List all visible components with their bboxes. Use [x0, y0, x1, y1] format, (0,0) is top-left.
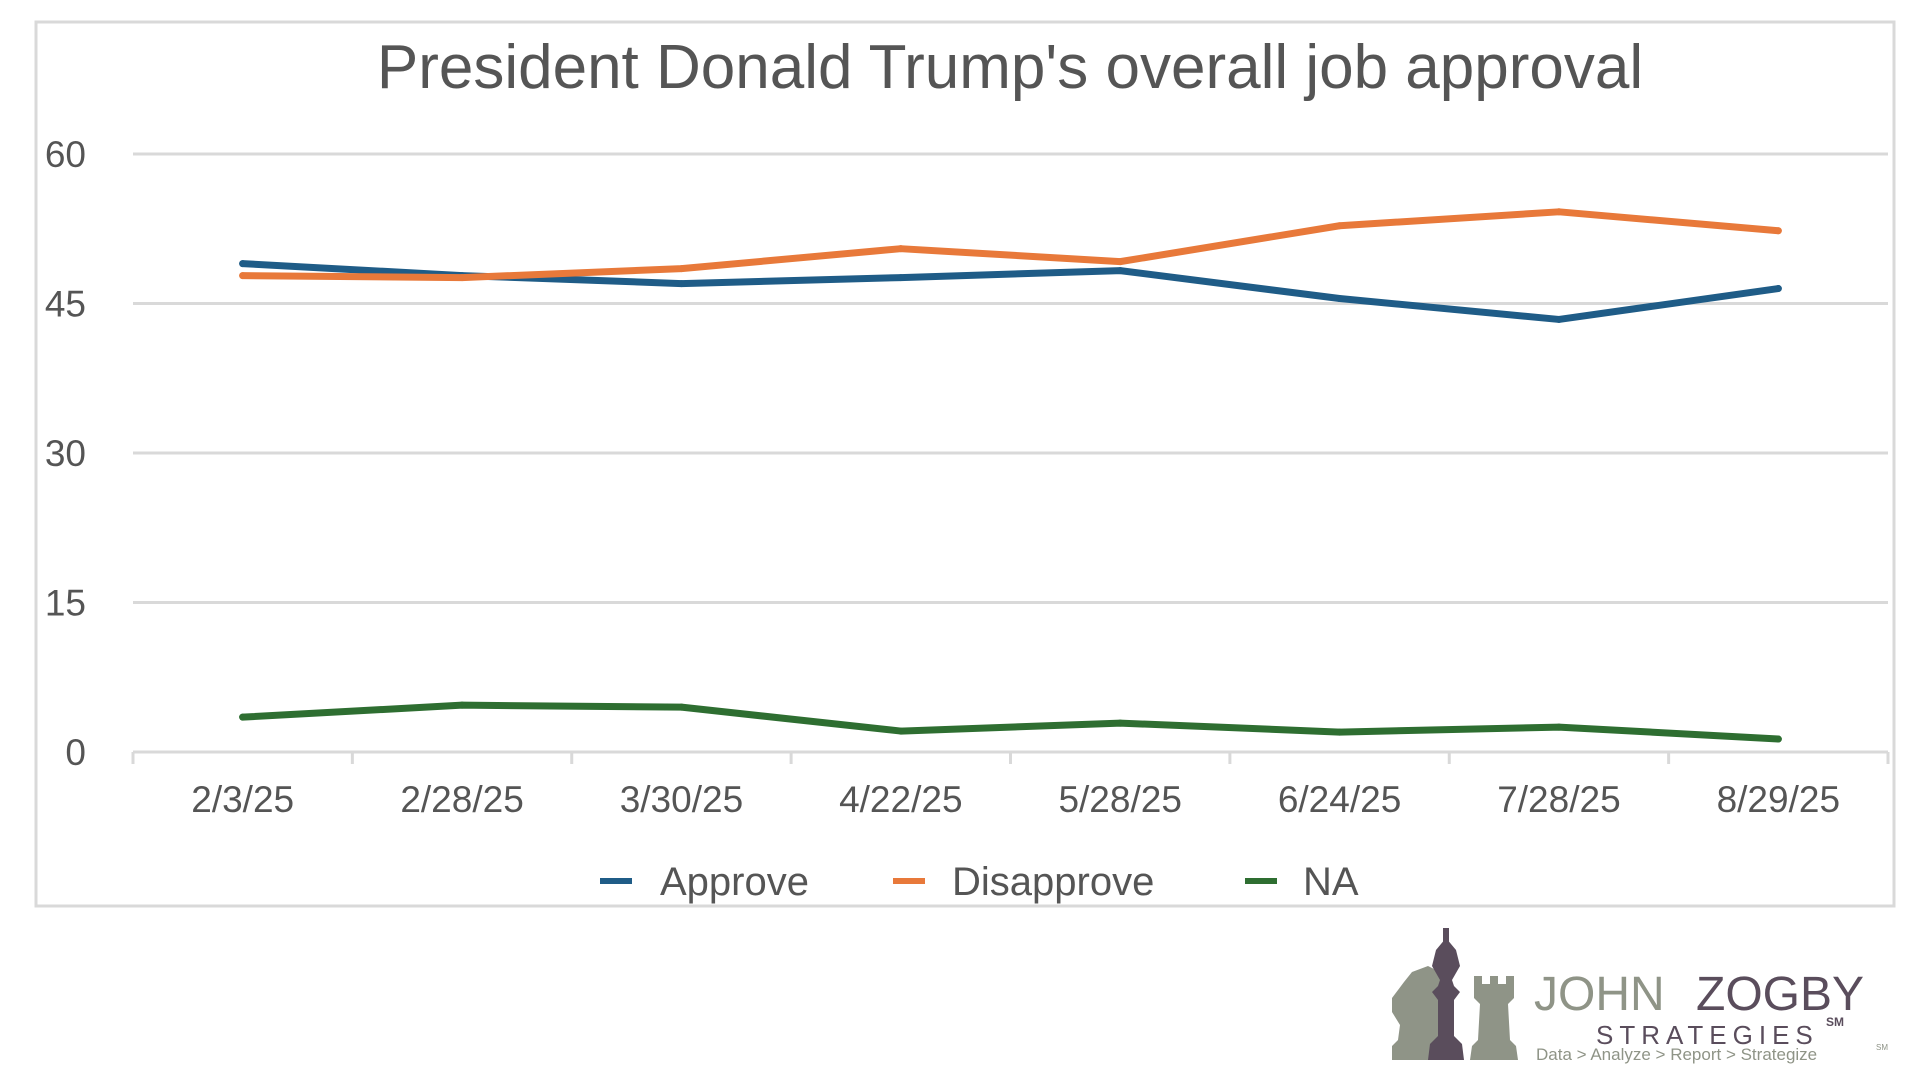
- logo-name-zogby: ZOGBY: [1696, 968, 1864, 1021]
- x-tick-label: 4/22/25: [839, 779, 962, 820]
- logo-tagline: Data > Analyze > Report > Strategize: [1536, 1045, 1817, 1064]
- data-point-disapprove: [239, 272, 247, 280]
- data-point-na: [1336, 728, 1344, 736]
- x-tick-label: 2/3/25: [191, 779, 294, 820]
- legend-label-na: NA: [1303, 860, 1359, 904]
- data-point-na: [239, 713, 247, 721]
- chart-title: President Donald Trump's overall job app…: [377, 33, 1643, 102]
- y-tick-label: 45: [45, 284, 86, 325]
- y-tick-label: 30: [45, 433, 86, 474]
- y-tick-label: 60: [45, 134, 86, 175]
- data-point-na: [1116, 719, 1124, 727]
- legend: Approve Disapprove NA: [600, 860, 1359, 904]
- series-line-disapprove: [239, 208, 1782, 282]
- data-point-na: [1555, 723, 1563, 731]
- y-axis-ticks: 0 15 30 45 60: [45, 134, 86, 773]
- y-tick-label: 0: [65, 732, 86, 773]
- x-tick-label: 5/28/25: [1058, 779, 1181, 820]
- data-point-approve: [1336, 295, 1344, 303]
- gridlines: [133, 152, 1888, 604]
- data-point-disapprove: [1555, 208, 1563, 216]
- x-tick-label: 7/28/25: [1497, 779, 1620, 820]
- x-tick-label: 2/28/25: [400, 779, 523, 820]
- data-point-disapprove: [458, 274, 466, 282]
- data-point-approve: [1774, 285, 1782, 293]
- logo-tagline-sm-mark: SM: [1876, 1043, 1888, 1052]
- x-axis: [131, 750, 1890, 764]
- data-point-disapprove: [1774, 227, 1782, 235]
- john-zogby-strategies-logo: JOHN ZOGBY STRATEGIES SM Data > Analyze …: [1392, 928, 1888, 1064]
- data-point-approve: [677, 280, 685, 288]
- logo-sm-mark: SM: [1826, 1015, 1844, 1029]
- y-tick-label: 15: [45, 583, 86, 624]
- x-axis-ticks: 2/3/25 2/28/25 3/30/25 4/22/25 5/28/25 6/24/2…: [191, 779, 1840, 820]
- logo-company: STRATEGIES: [1596, 1020, 1819, 1050]
- x-tick-label: 6/24/25: [1278, 779, 1401, 820]
- data-point-approve: [897, 274, 905, 282]
- bishop-cross: [1443, 928, 1449, 942]
- data-point-disapprove: [1116, 258, 1124, 266]
- logo-name-john: JOHN: [1534, 968, 1665, 1021]
- chess-pieces-icon: [1392, 928, 1518, 1060]
- data-point-approve: [1555, 315, 1563, 323]
- data-point-disapprove: [1336, 222, 1344, 230]
- data-point-approve: [239, 260, 247, 268]
- data-point-disapprove: [897, 245, 905, 253]
- data-point-na: [897, 727, 905, 735]
- data-point-na: [458, 701, 466, 709]
- legend-item-approve: Approve: [600, 860, 809, 904]
- series-lines: [239, 208, 1782, 743]
- x-tick-label: 3/30/25: [620, 779, 743, 820]
- data-point-na: [1774, 735, 1782, 743]
- data-point-na: [677, 703, 685, 711]
- legend-item-disapprove: Disapprove: [893, 860, 1154, 904]
- rook-piece: [1470, 976, 1518, 1060]
- legend-item-na: NA: [1245, 860, 1359, 904]
- legend-label-disapprove: Disapprove: [952, 860, 1154, 904]
- x-tick-label: 8/29/25: [1717, 779, 1840, 820]
- series-line-na: [239, 701, 1782, 743]
- bishop-piece: [1428, 938, 1464, 1060]
- data-point-approve: [1116, 267, 1124, 275]
- legend-label-approve: Approve: [660, 860, 809, 904]
- chart-border: [34, 20, 1896, 908]
- data-point-disapprove: [677, 265, 685, 273]
